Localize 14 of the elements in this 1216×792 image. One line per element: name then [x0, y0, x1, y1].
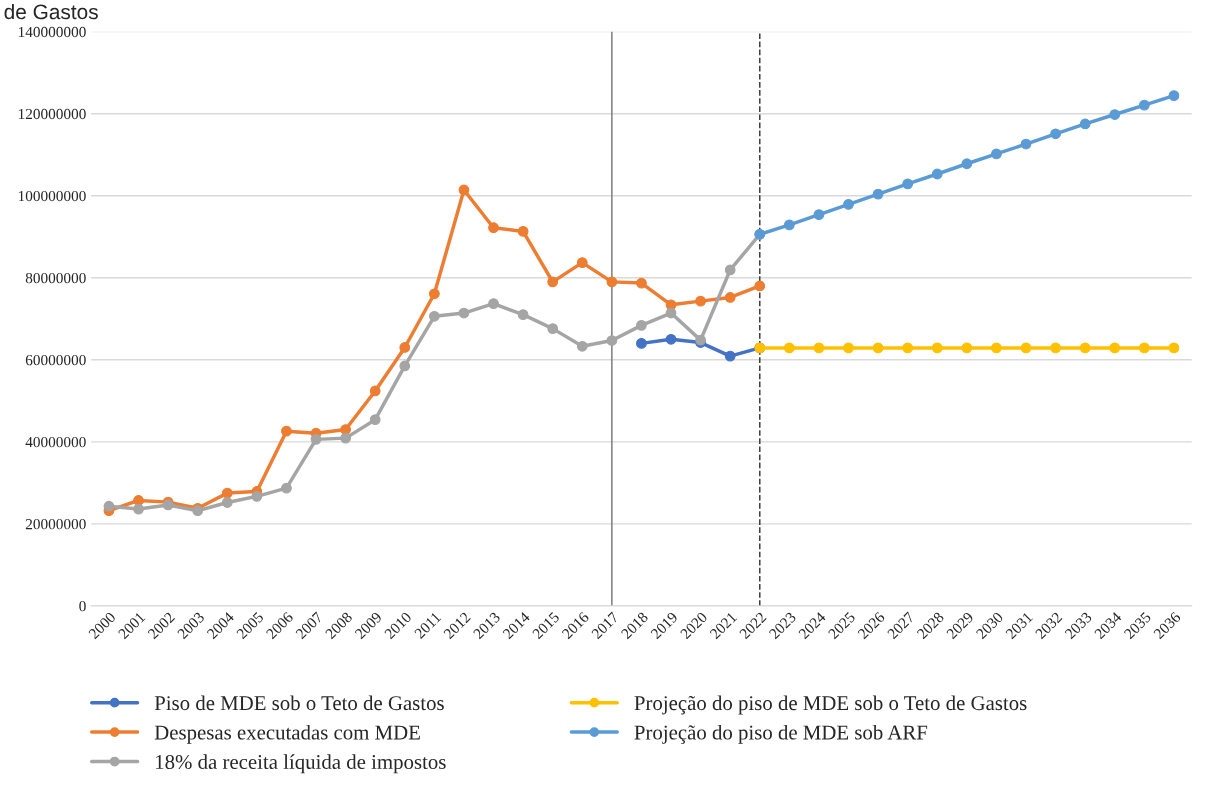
y-tick-label: 0 — [79, 601, 86, 612]
y-tick-label: 140000000 — [18, 26, 86, 38]
y-tick-label: 40000000 — [25, 436, 86, 448]
legend-label: Projeção do piso de MDE sob o Teto de Gastos — [634, 695, 1027, 715]
chart-title: de Gastos — [4, 3, 98, 20]
legend-label: 18% da receita líquida de impostos — [156, 754, 446, 774]
legend-label: Projeção do piso de MDE sob ARF — [634, 724, 928, 744]
y-tick-label: 20000000 — [25, 518, 86, 530]
y-tick-label: 60000000 — [25, 354, 86, 366]
y-tick-label: 80000000 — [25, 272, 86, 284]
legend-label: Despesas executadas com MDE — [154, 724, 420, 744]
legend-label: Piso de MDE sob o Teto de Gastos — [154, 695, 444, 711]
y-tick-label: 120000000 — [18, 108, 86, 120]
y-tick-label: 100000000 — [18, 190, 86, 202]
